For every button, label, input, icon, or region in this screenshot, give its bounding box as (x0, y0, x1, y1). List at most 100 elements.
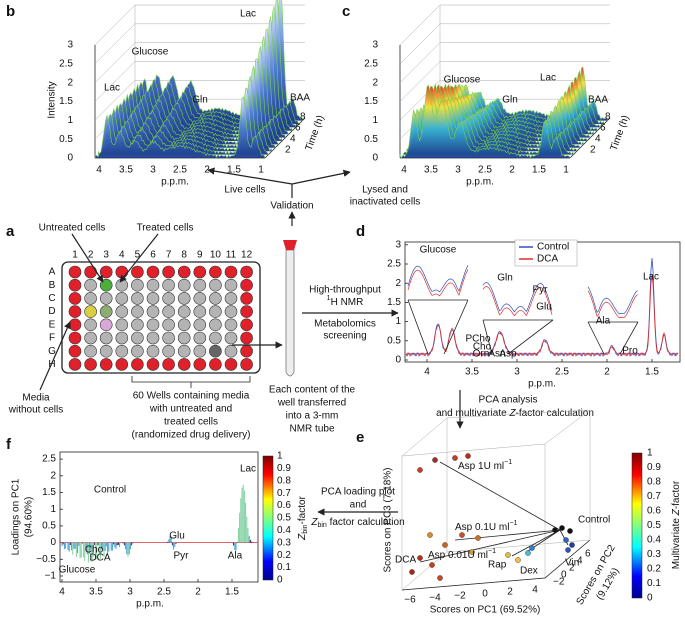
colorbar-tick-label: 1 (277, 451, 283, 462)
well (193, 358, 207, 371)
well (84, 358, 97, 371)
well (115, 292, 129, 305)
colorbar-tick-label: 0.3 (647, 549, 661, 560)
y-tick-label: 0.5 (364, 134, 378, 145)
colorbar-tick-label: 0.4 (277, 525, 291, 536)
well (162, 331, 175, 345)
y-tick-label: 2 (395, 278, 401, 289)
y-tick-label: 2 (372, 77, 378, 88)
well (224, 358, 238, 371)
well (209, 344, 222, 358)
x-tick-label: 3.5 (465, 367, 479, 378)
zoom-line (407, 299, 429, 355)
grid-line (94, 23, 136, 65)
well (193, 292, 207, 305)
x-tick-label: −4 (429, 593, 441, 604)
x-tick-label: 3 (514, 367, 520, 378)
well (68, 344, 82, 358)
y-tick-label: 0 (395, 355, 401, 366)
y-tick-label: 1 (372, 115, 378, 126)
annotation: Glu (536, 302, 552, 313)
grid-line (399, 4, 441, 46)
time-tick-label: 6 (600, 123, 606, 134)
annotation: Lac (104, 83, 120, 94)
well (240, 331, 253, 345)
score-point (417, 467, 423, 473)
plot-area (59, 451, 259, 583)
grid-line (399, 42, 441, 83)
well (99, 344, 113, 358)
arrow (39, 321, 71, 391)
colorbar-tick-label: 0.3 (277, 537, 291, 548)
well (177, 344, 191, 358)
well (224, 292, 238, 305)
well (68, 331, 82, 345)
colorbar-tick-label: 0.7 (647, 491, 661, 502)
z-tick-label: 6 (585, 549, 591, 560)
step-label: 1H NMR (327, 295, 364, 307)
x-tick-label: 2 (604, 367, 610, 378)
x-tick-label: −6 (404, 595, 416, 606)
score-point (459, 532, 465, 538)
well (224, 278, 238, 292)
y-tick-label: 0.5 (59, 134, 73, 145)
pca-box (401, 539, 591, 591)
grid-line (94, 4, 136, 46)
time-tick-label: 8 (605, 112, 611, 123)
well (224, 331, 238, 345)
zoom-line (482, 319, 493, 355)
y-axis-label: Intensity (47, 81, 58, 118)
score-point (563, 537, 569, 543)
y-tick-label: 0.5 (387, 335, 401, 346)
colorbar-tick-label: 0 (647, 593, 653, 604)
plate (61, 261, 261, 374)
column-label: 7 (166, 250, 172, 261)
spectrum (405, 275, 679, 357)
x-tick-label: 1.5 (645, 367, 659, 378)
column-label: 10 (210, 250, 222, 261)
score-point (569, 542, 575, 548)
well (131, 344, 144, 358)
panel-label: f (6, 436, 12, 453)
note: NMR tube (289, 424, 334, 435)
annotation: DCA (395, 555, 416, 566)
y-tick-label: 0 (372, 153, 378, 164)
y-axis-label: (94.60%) (24, 497, 35, 538)
y-tick-label: 0 (67, 153, 73, 164)
annotation: Glu (169, 531, 185, 542)
step-label: Metabolomics (314, 319, 376, 330)
zoom-line (443, 299, 469, 355)
well (209, 331, 222, 345)
well (193, 305, 207, 318)
arrow (71, 233, 104, 283)
x-tick-label: 1.5 (225, 587, 239, 598)
well (115, 265, 129, 279)
annotation: BAA (588, 95, 608, 106)
well (193, 344, 207, 358)
row-label: G (48, 346, 56, 357)
label-part: -factor (297, 495, 308, 524)
x-tick-label: 2.5 (555, 367, 569, 378)
y-tick-label: 1.5 (364, 96, 378, 107)
note: Each content of the (269, 385, 356, 396)
score-point (437, 575, 443, 581)
score-point (475, 535, 481, 541)
annotation: Lac (240, 464, 256, 475)
well (68, 318, 82, 332)
x-tick-label: 1.5 (227, 165, 241, 176)
annotation: Control (578, 515, 610, 526)
well (209, 292, 222, 305)
column-label: 6 (150, 250, 156, 261)
score-point (505, 552, 511, 558)
well (177, 292, 191, 305)
column-label: 2 (88, 250, 94, 261)
connector (454, 529, 561, 541)
x-axis-label: p.p.m. (528, 379, 556, 390)
score-point (565, 547, 571, 553)
annotation: Media (22, 393, 50, 404)
colorbar-label: Zbin-factor (297, 495, 310, 540)
well (162, 358, 175, 371)
colorbar-tick-label: 0.9 (277, 463, 291, 474)
x-tick-label: 2 (195, 587, 201, 598)
score-point (409, 569, 415, 575)
